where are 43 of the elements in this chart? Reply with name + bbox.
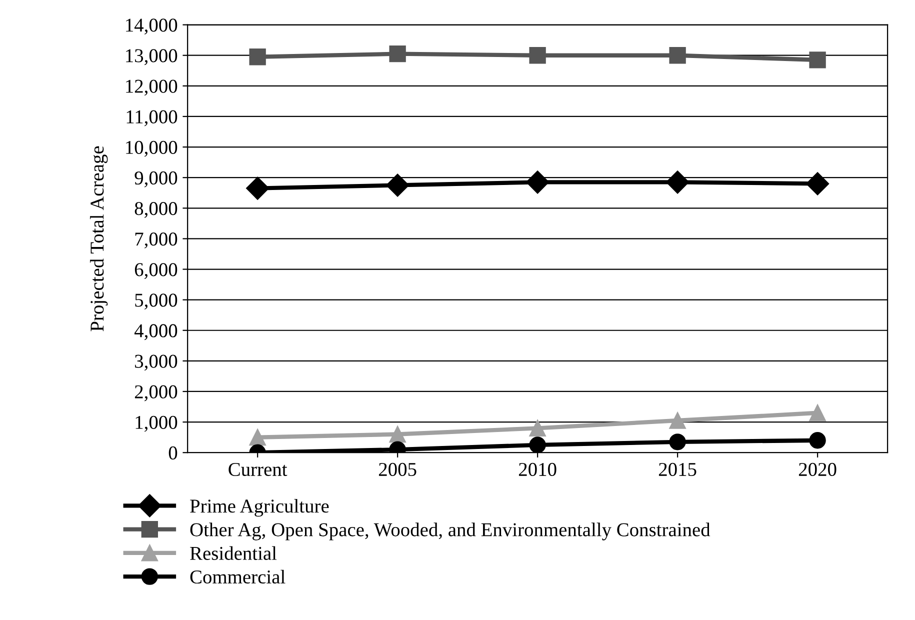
point [529,47,546,64]
point [529,420,546,436]
y-tick-label: 5,000 [135,294,178,310]
point [529,436,546,453]
point [249,48,266,66]
legend-label: Prime Agriculture [190,499,329,517]
point [669,434,686,450]
y-tick-label: 12,000 [126,80,178,96]
point [249,428,266,446]
x-tick-label: 2015 [658,462,696,476]
y-tick-label: 13,000 [126,49,178,66]
x-tick-label: 2020 [798,462,836,476]
y-tick-label: 4,000 [134,324,178,340]
point [669,47,686,64]
x-tick-label: 2005 [378,462,416,476]
point [389,426,406,443]
point [386,174,410,197]
legend-label: Residential [190,546,277,560]
y-tick-label: 6,000 [134,263,178,279]
point [666,170,690,194]
y-tick-label: 0 [168,446,178,460]
y-tick-label: 1,000 [136,416,178,432]
y-tick-label: 7,000 [135,232,178,248]
point [809,52,826,68]
point [669,412,686,429]
y-tick-label: 3,000 [135,354,178,371]
x-tick-label: Current [228,462,288,476]
y-tick-label: 11,000 [126,110,178,126]
point [809,432,826,449]
x-tick-label: 2010 [518,462,556,476]
point [526,170,550,194]
point [246,176,270,200]
y-tick-label: 8,000 [134,202,178,218]
point [389,45,406,62]
y-tick-label: 2,000 [134,385,178,402]
legend-label: Commercial [190,570,286,584]
y-tick-label: 10,000 [126,140,178,157]
point [809,404,826,422]
y-axis-title: Projected Total Acreage [90,146,108,332]
y-tick-label: 9,000 [134,171,178,188]
legend-label: Other Ag, Open Space, Wooded, and Environmentally Constrained [190,522,710,540]
y-tick-label: 14,000 [126,18,178,35]
point [806,172,830,196]
